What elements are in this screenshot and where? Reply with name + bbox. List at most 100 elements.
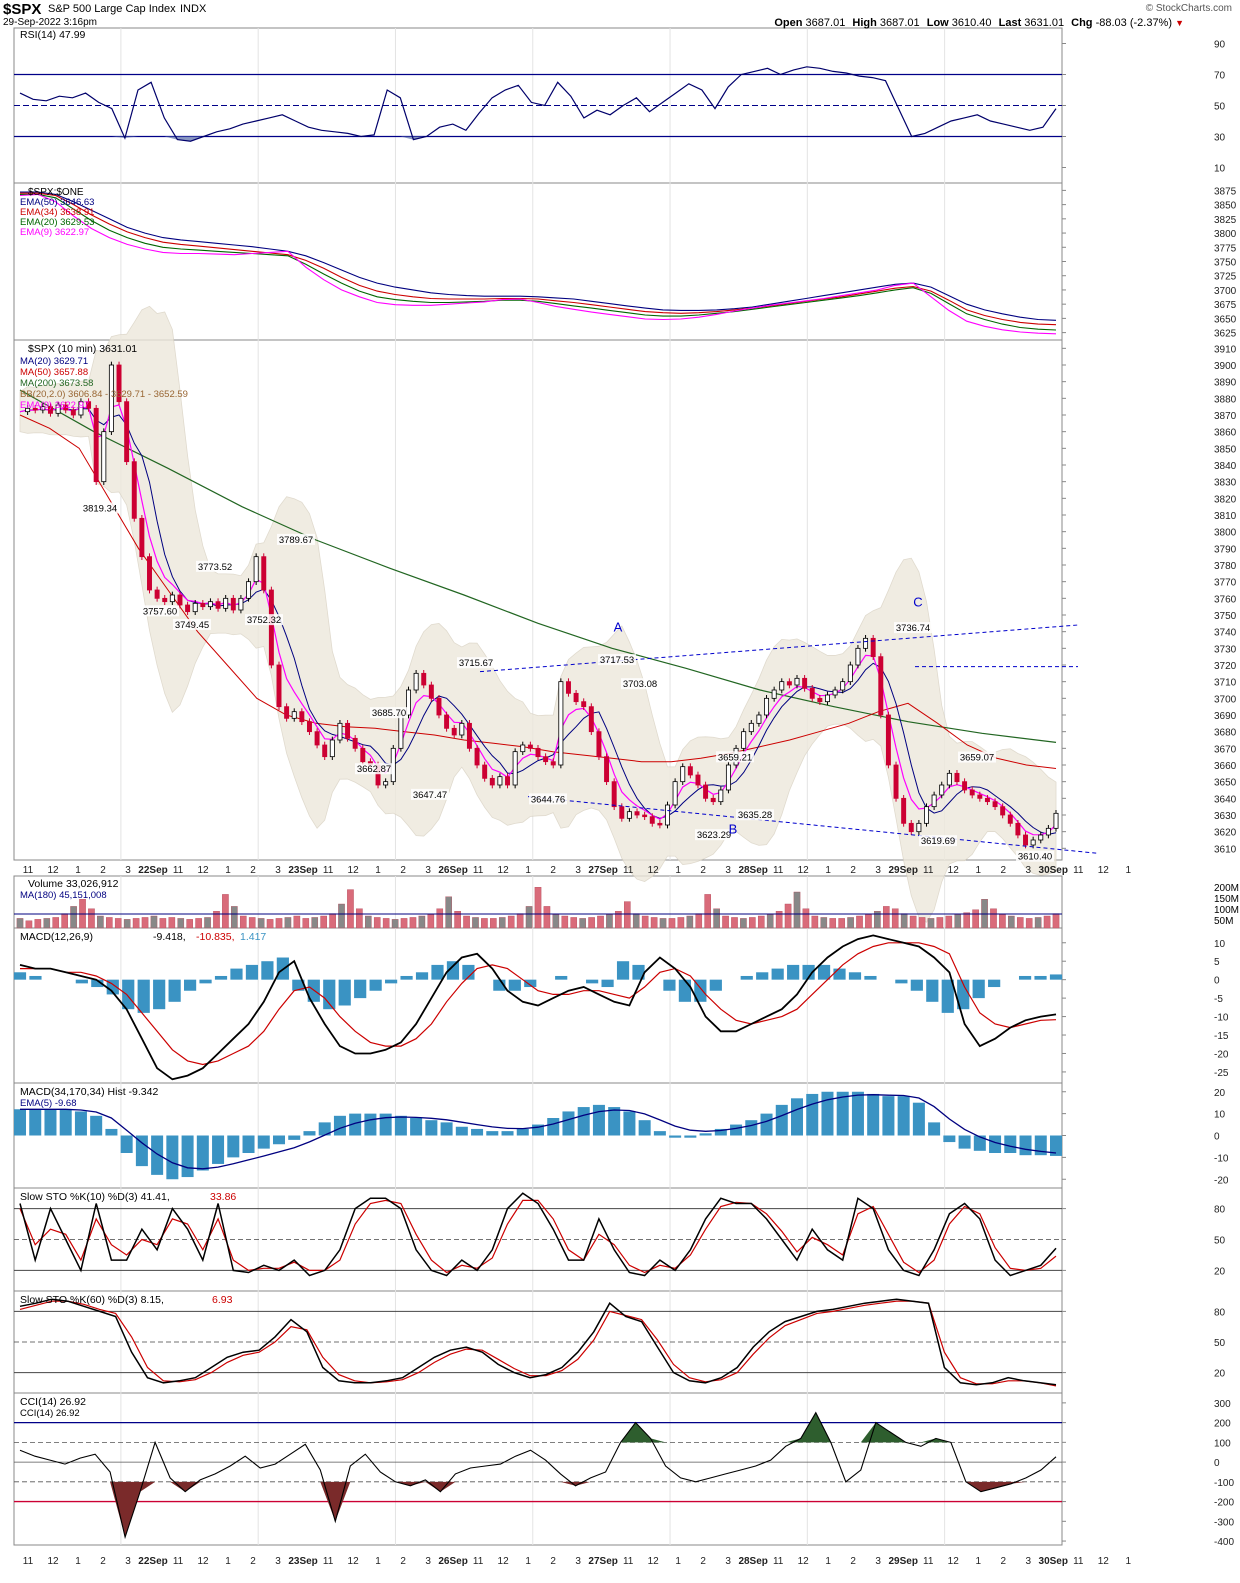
ratio-title: $SPX:$ONE [28,187,84,198]
time-axis-label: 12 [1098,865,1110,876]
time-axis-label: 29Sep [888,865,917,876]
candle-body [558,681,564,766]
macd-hist-bar [787,964,800,980]
time-axis-label: 2 [850,865,856,876]
macd-long-legend: EMA(5) -9.68 [20,1098,77,1109]
candle-body [466,722,472,749]
macd-long-hist-bar [135,1135,148,1167]
time-axis-label: 3 [275,1556,281,1567]
candle-body [78,401,84,416]
volume-bar [168,917,176,929]
time-axis-label: 26Sep [438,1556,467,1567]
cci-line [19,1411,1057,1540]
candle-body [223,597,229,609]
symbol[interactable]: $SPX [3,1,42,18]
candle-body [436,697,442,716]
price-legend-3: BB(20,2.0) 3606.84 - 3629.71 - 3652.59 [20,389,188,400]
macd-long-hist-bar [1004,1135,1017,1153]
candle-body [398,714,404,749]
volume-bar [382,918,390,929]
y-tick-label: 3770 [1214,578,1237,589]
y-tick-label: 3740 [1214,628,1237,639]
macd-hist-bar [586,979,599,984]
security-name: S&P 500 Large Cap Index [48,3,176,15]
y-tick-label: -15 [1214,1031,1229,1042]
price-label-bg [196,560,234,572]
time-axis-label: 11 [923,1556,934,1567]
time-axis-label: 11 [23,865,34,876]
y-tick-label: 50 [1214,1236,1226,1247]
price-label: 3752.32 [247,615,281,626]
macd-long-hist-bar [562,1111,575,1136]
volume-bar [498,917,506,929]
macd-hist-bar [756,972,769,980]
volume-bar [186,919,193,929]
volume-bar [740,918,747,929]
macd-hist-bar [910,979,923,991]
candle-body [756,714,762,724]
price-label: 3659.21 [718,752,752,763]
macd-hist-bar [972,979,985,999]
macd-hist-bar [153,979,166,1010]
macd-long-hist-bar [288,1135,301,1140]
volume-bar [365,915,372,929]
volume-bar [856,915,863,929]
macd-long-hist-bar [699,1133,712,1136]
volume-bar [945,915,953,929]
y-tick-label: -400 [1214,1537,1234,1548]
price-label: 3789.67 [279,535,313,546]
candle-body [581,701,587,708]
price-label-bg [598,654,636,666]
price-label-bg [411,788,449,800]
candle-body [916,822,922,833]
macd-long-hist-bar [730,1124,743,1136]
y-tick-label: 3710 [1214,678,1237,689]
macd-long-hist-bar [303,1131,316,1136]
time-axis-label: 3 [425,1556,431,1567]
candle-body [246,581,252,599]
y-tick-label: 3730 [1214,644,1237,655]
y-tick-label: 3900 [1214,361,1237,372]
volume-bar [463,915,470,929]
macd-long-hist-bar [669,1135,682,1138]
open-label: Open [774,17,803,29]
time-axis-label: 12 [798,865,810,876]
candle-body [901,797,907,824]
time-axis-label: 2 [100,1556,106,1567]
time-axis-label: 1 [525,1556,531,1567]
y-tick-label: 3880 [1214,394,1237,405]
rsi-line [19,66,1057,142]
macd-hist-bar [385,979,398,984]
brand[interactable]: © StockCharts.com [1145,3,1232,14]
candle-body [177,594,183,606]
candle-body [63,404,69,411]
y-tick-label: 3670 [1214,744,1237,755]
macd-hist-bar [508,979,521,991]
y-tick-label: 3790 [1214,544,1237,555]
candle-body [192,602,198,613]
macd-long-hist-bar [1019,1135,1032,1156]
last-label: Last [998,17,1022,29]
ma20-line [19,408,1057,835]
time-axis-label: 1 [675,1556,681,1567]
time-axis-label: 11 [623,1556,634,1567]
volume-bar [1008,915,1015,929]
candle-body [413,672,419,691]
volume-bar [293,915,301,929]
volume-bar [918,917,926,929]
candle-body [169,594,175,603]
time-axis-label: 1 [975,1556,981,1567]
candle-body [817,697,823,703]
sto60-d-value: 6.93 [212,1294,233,1306]
macd-hist-bar [678,979,691,1002]
macd-long-hist-bar [212,1135,225,1164]
candle-body [847,664,853,683]
sto60-title: Slow STO %K(60) %D(3) 8.15, [20,1294,164,1306]
time-axis-label: 1 [75,1556,81,1567]
volume-bar [659,918,667,929]
volume-bar [757,915,765,929]
candle-body [162,597,168,603]
macd-hist-bar [957,979,970,1010]
candle-body [25,407,31,413]
price-label-bg [141,605,179,617]
